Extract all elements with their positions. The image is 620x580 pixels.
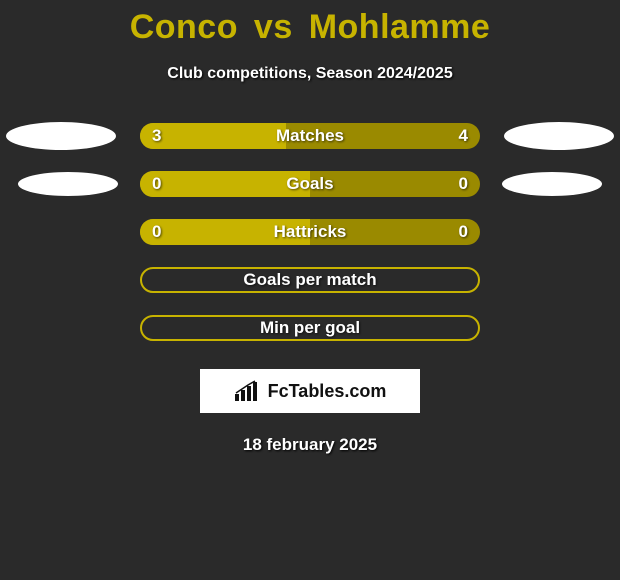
- stat-value-right: 0: [459, 174, 468, 194]
- stat-name: Goals per match: [243, 270, 376, 290]
- footer-date: 18 february 2025: [0, 435, 620, 455]
- brand-bars-icon: [234, 380, 262, 402]
- title-vs: vs: [254, 8, 293, 46]
- stat-bar-left-fill: [140, 219, 310, 245]
- stat-row: 00Hattricks: [0, 219, 620, 245]
- stat-name: Matches: [276, 126, 344, 146]
- stat-value-right: 4: [459, 126, 468, 146]
- stat-bar: 00Goals: [140, 171, 480, 197]
- player-oval-left: [18, 172, 118, 196]
- stat-row: Goals per match: [0, 267, 620, 293]
- stat-bar-left-fill: [140, 171, 310, 197]
- stat-bar: 00Hattricks: [140, 219, 480, 245]
- player-oval-right: [504, 122, 614, 150]
- stat-bar: Min per goal: [140, 315, 480, 341]
- stat-row: 34Matches: [0, 123, 620, 149]
- page-title: Conco vs Mohlamme: [0, 8, 620, 47]
- stats-rows: 34Matches00Goals00HattricksGoals per mat…: [0, 123, 620, 341]
- brand-badge: FcTables.com: [200, 369, 420, 413]
- stat-value-right: 0: [459, 222, 468, 242]
- player-oval-right: [502, 172, 602, 196]
- stat-bar-labels: Goals per match: [142, 269, 478, 291]
- stat-bar: Goals per match: [140, 267, 480, 293]
- title-player2: Mohlamme: [309, 8, 491, 46]
- stat-row: 00Goals: [0, 171, 620, 197]
- title-player1: Conco: [130, 8, 238, 46]
- stat-row: Min per goal: [0, 315, 620, 341]
- subtitle: Club competitions, Season 2024/2025: [0, 65, 620, 83]
- stat-bar: 34Matches: [140, 123, 480, 149]
- brand-text: FcTables.com: [268, 381, 387, 402]
- infographic-container: Conco vs Mohlamme Club competitions, Sea…: [0, 0, 620, 455]
- player-oval-left: [6, 122, 116, 150]
- stat-bar-labels: Min per goal: [142, 317, 478, 339]
- stat-bar-left-fill: [140, 123, 286, 149]
- stat-name: Min per goal: [260, 318, 360, 338]
